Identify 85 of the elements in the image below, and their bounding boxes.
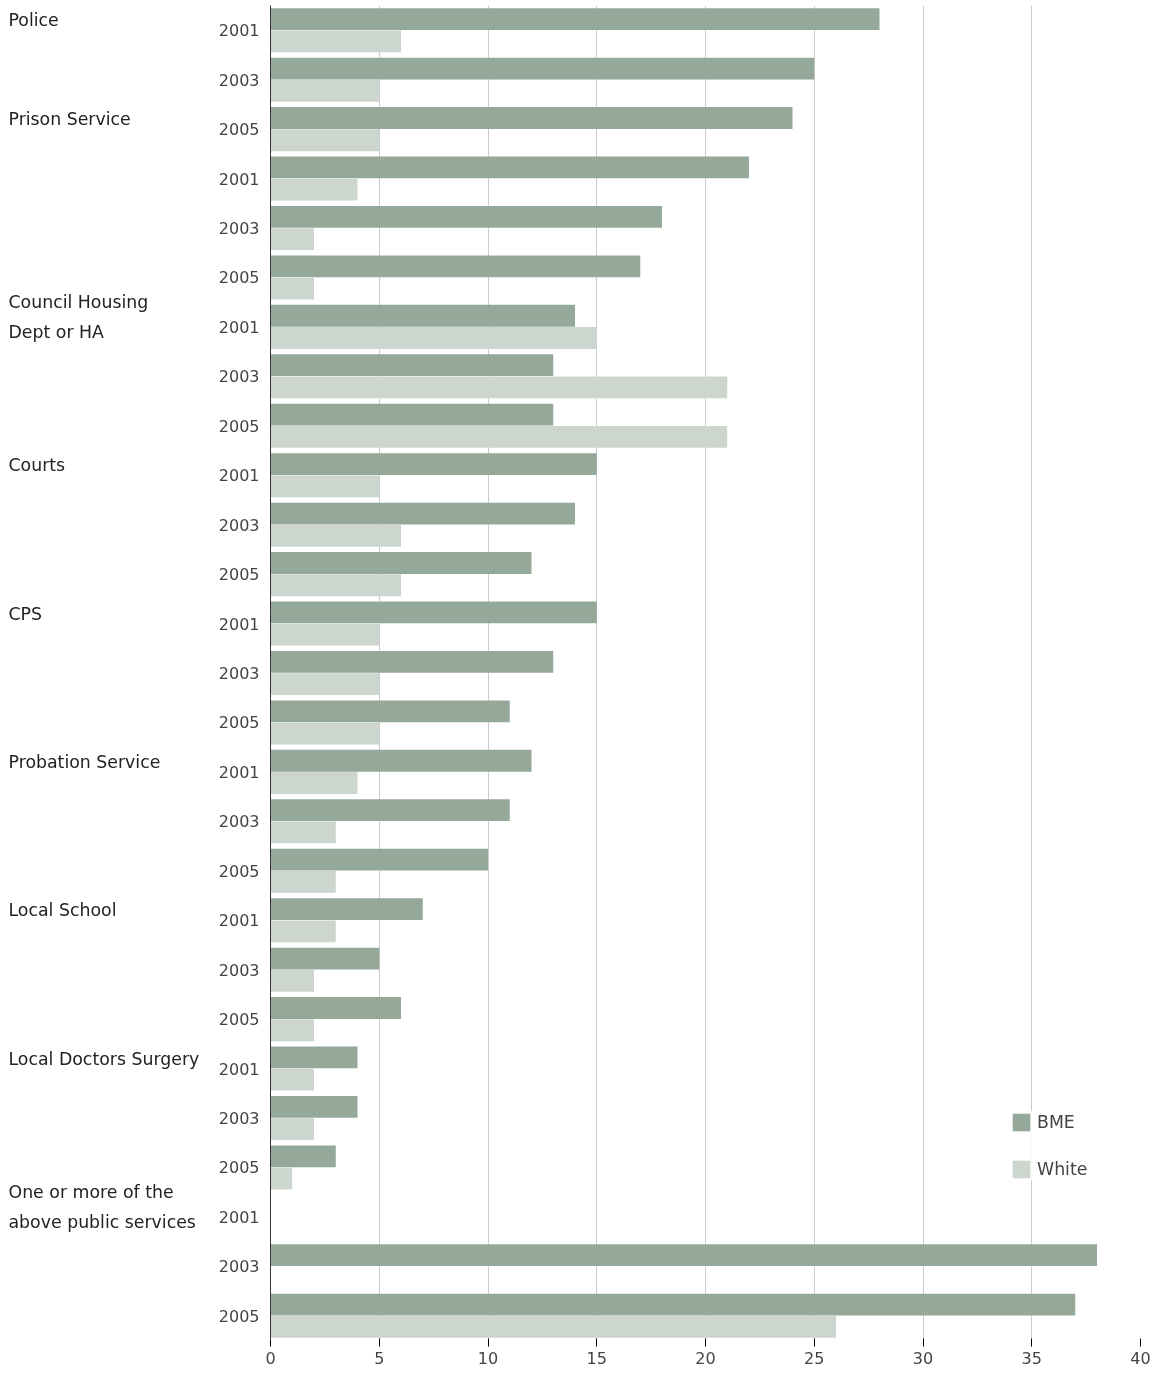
text: Police <box>8 10 59 31</box>
x-tick-label: 25 <box>804 1348 825 1368</box>
y-tick-label: 2003 <box>218 960 260 980</box>
bar <box>270 156 749 179</box>
bar <box>270 650 554 673</box>
x-tick-label: 40 <box>1130 1348 1151 1368</box>
y-tick-label: 2005 <box>218 1306 260 1326</box>
x-tick-label: 10 <box>477 1348 499 1368</box>
bar <box>270 304 575 327</box>
x-tick-label: 5 <box>374 1348 385 1368</box>
y-tick-label: 2005 <box>218 713 260 733</box>
y-tick-label: 2001 <box>218 614 260 634</box>
text: Local School <box>8 900 117 921</box>
y-tick-label: 2005 <box>218 416 260 436</box>
bar <box>270 969 314 992</box>
x-tick-label: 30 <box>912 1348 934 1368</box>
y-tick-label: 2005 <box>218 861 260 881</box>
y-tick-label: 2003 <box>218 1257 260 1277</box>
bar <box>270 502 575 525</box>
bar <box>270 997 401 1019</box>
bar <box>270 1068 314 1091</box>
y-tick-label: 2003 <box>218 367 260 387</box>
text: CPS <box>8 603 43 624</box>
x-tick-label: 0 <box>265 1348 276 1368</box>
text: Probation Service <box>8 752 161 772</box>
legend-label: White <box>1037 1159 1088 1179</box>
y-tick-label: 2003 <box>218 70 260 90</box>
y-tick-label: 2001 <box>218 1207 260 1227</box>
y-tick-label: 2003 <box>218 812 260 832</box>
bar <box>270 848 488 871</box>
bar <box>270 601 597 624</box>
y-tick-label: 2005 <box>218 268 260 288</box>
bar <box>270 178 358 201</box>
bar <box>270 1118 314 1141</box>
y-tick-label: 2003 <box>218 1109 260 1128</box>
text: Council Housing Dept or HA <box>8 292 149 342</box>
bar <box>270 1046 358 1069</box>
legend-label: BME <box>1037 1112 1075 1132</box>
y-tick-label: 2005 <box>218 1010 260 1030</box>
bar <box>270 453 597 475</box>
bar <box>270 947 380 970</box>
bar <box>270 255 641 278</box>
bar <box>270 228 314 251</box>
bar <box>270 821 336 844</box>
y-tick-label: 2005 <box>218 565 260 585</box>
bar <box>270 1244 1097 1267</box>
bar <box>270 1095 358 1118</box>
bar <box>270 920 336 943</box>
bar <box>270 1019 314 1042</box>
x-tick-label: 35 <box>1021 1348 1042 1368</box>
bar <box>270 277 314 300</box>
y-tick-label: 2001 <box>218 911 260 931</box>
text: Local Doctors Surgery <box>8 1048 200 1069</box>
x-tick-label: 15 <box>586 1348 607 1368</box>
y-tick-label: 2003 <box>218 664 260 683</box>
bar <box>270 403 554 426</box>
y-tick-label: 2005 <box>218 1158 260 1178</box>
bar <box>270 898 423 920</box>
y-tick-label: 2001 <box>218 1059 260 1079</box>
y-tick-label: 2001 <box>218 21 260 41</box>
bar <box>270 107 793 129</box>
bar <box>270 552 532 574</box>
bar <box>270 1293 1076 1316</box>
y-tick-label: 2003 <box>218 219 260 238</box>
y-tick-label: 2003 <box>218 515 260 535</box>
text: Prison Service <box>8 109 131 130</box>
text: Courts <box>8 455 66 476</box>
bar <box>270 700 510 723</box>
y-tick-label: 2005 <box>218 120 260 140</box>
bar <box>270 205 662 228</box>
y-tick-label: 2001 <box>218 317 260 337</box>
bar <box>270 57 815 80</box>
bar <box>270 354 554 377</box>
bar <box>270 749 532 772</box>
bar <box>270 871 336 893</box>
bar <box>270 8 880 30</box>
y-tick-label: 2001 <box>218 762 260 782</box>
bar <box>270 1167 293 1190</box>
text: One or more of the above public services <box>8 1182 196 1232</box>
bar <box>270 1145 336 1168</box>
bar <box>270 799 510 822</box>
x-tick-label: 20 <box>695 1348 716 1368</box>
y-tick-label: 2001 <box>218 169 260 189</box>
y-tick-label: 2001 <box>218 466 260 486</box>
bar <box>270 772 358 794</box>
